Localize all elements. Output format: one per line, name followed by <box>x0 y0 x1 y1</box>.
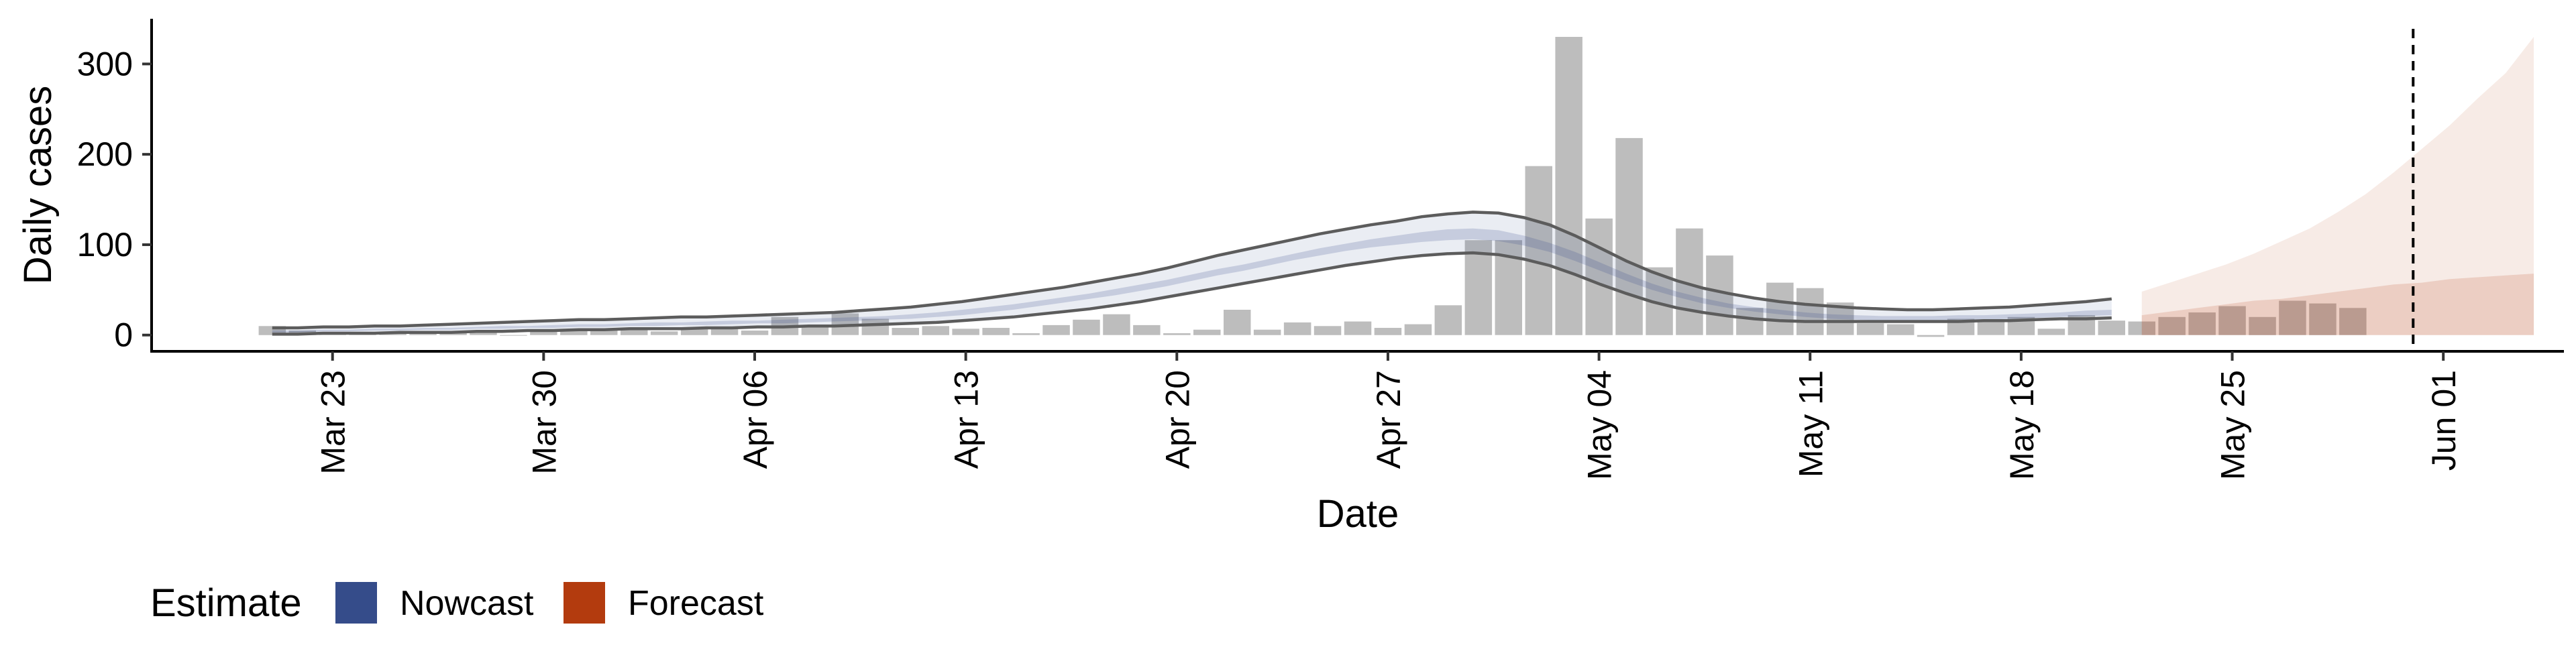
bar <box>680 328 708 335</box>
bar <box>1193 329 1221 335</box>
bar <box>2128 321 2155 335</box>
x-tick-label: Mar 30 <box>525 370 563 475</box>
bar <box>982 328 1010 335</box>
bar <box>1886 324 1915 335</box>
x-tick-label: May 25 <box>2214 370 2252 480</box>
bar <box>2218 306 2246 335</box>
bar <box>1736 308 1764 335</box>
bar <box>1253 329 1281 335</box>
nowcast-lower-line <box>272 251 2112 336</box>
bar <box>1917 335 1945 337</box>
legend-label-forecast: Forecast <box>628 584 764 623</box>
y-tick-label: 100 <box>77 226 133 263</box>
bar <box>741 331 769 335</box>
y-ticks: 0 100 200 300 <box>77 45 152 354</box>
bar <box>1555 37 1582 335</box>
bar <box>2188 312 2216 335</box>
bar <box>952 329 979 335</box>
bar <box>1525 166 1552 335</box>
bar <box>2158 316 2186 335</box>
legend-title: Estimate <box>150 581 302 625</box>
x-tick-label: Apr 27 <box>1370 370 1407 469</box>
bar <box>1856 323 1884 335</box>
bar <box>1224 310 1251 335</box>
bar <box>1766 282 1794 335</box>
nowcast-inner-band <box>272 228 2112 333</box>
bar <box>650 331 678 335</box>
bar <box>2339 308 2367 335</box>
bar <box>439 333 467 335</box>
bar <box>1103 314 1130 335</box>
bar <box>1977 319 2005 335</box>
bar <box>500 335 527 336</box>
bar <box>1464 240 1493 335</box>
bars-group <box>258 37 2367 337</box>
bar <box>1073 319 1100 335</box>
bar <box>621 329 648 335</box>
x-tick-label: Apr 20 <box>1159 370 1196 469</box>
x-tick-label: May 18 <box>2003 370 2041 480</box>
legend-swatch-nowcast <box>335 582 377 624</box>
bar <box>1404 324 1432 335</box>
y-tick-label: 0 <box>114 316 133 354</box>
forecast-inner-band <box>2141 274 2534 335</box>
legend: Estimate Nowcast Forecast <box>150 581 764 625</box>
bar <box>1283 322 1311 335</box>
axes-group <box>150 19 2564 353</box>
bar <box>2037 329 2065 335</box>
bar <box>1434 305 1462 335</box>
y-tick-label: 300 <box>77 45 133 82</box>
bar <box>1615 137 1643 335</box>
nowcast-outer-band <box>272 212 2112 335</box>
x-tick-label: Jun 01 <box>2425 370 2463 471</box>
bar <box>1706 255 1733 335</box>
bar <box>861 318 890 335</box>
x-axis-title: Date <box>1317 492 1399 536</box>
bar <box>590 331 618 335</box>
nowcast-upper-line <box>272 211 2112 330</box>
bar <box>2279 300 2306 335</box>
bar <box>1133 325 1161 335</box>
y-tick-label: 200 <box>77 135 133 173</box>
y-axis-title: Daily cases <box>16 86 60 285</box>
legend-label-nowcast: Nowcast <box>400 584 534 623</box>
x-tick-label: May 11 <box>1792 370 1829 477</box>
bar <box>2249 316 2276 335</box>
bar <box>1163 333 1191 335</box>
bar <box>801 325 829 335</box>
bar <box>1344 321 1372 335</box>
bar <box>1012 333 1040 335</box>
nowcast-bands <box>272 211 2112 336</box>
bar <box>892 328 919 335</box>
bar <box>1042 325 1070 335</box>
bar <box>560 329 588 335</box>
bar <box>2098 320 2125 335</box>
bar <box>1374 328 1402 335</box>
x-tick-label: May 04 <box>1581 370 1619 480</box>
bar <box>2309 303 2337 335</box>
forecast-bands <box>2141 37 2534 335</box>
forecast-outer-band <box>2141 37 2534 335</box>
bar <box>470 332 497 335</box>
bar <box>922 326 949 335</box>
x-tick-label: Apr 13 <box>948 370 985 469</box>
bar <box>1796 288 1824 335</box>
x-tick-label: Apr 06 <box>737 370 774 469</box>
bar <box>1313 326 1342 335</box>
x-ticks: Mar 23 Mar 30 Apr 06 Apr 13 Apr 20 Apr 27 May … <box>315 351 2463 480</box>
bar <box>1585 218 1613 335</box>
legend-swatch-forecast <box>564 582 605 624</box>
x-tick-label: Mar 23 <box>315 370 352 475</box>
bar <box>530 331 557 335</box>
